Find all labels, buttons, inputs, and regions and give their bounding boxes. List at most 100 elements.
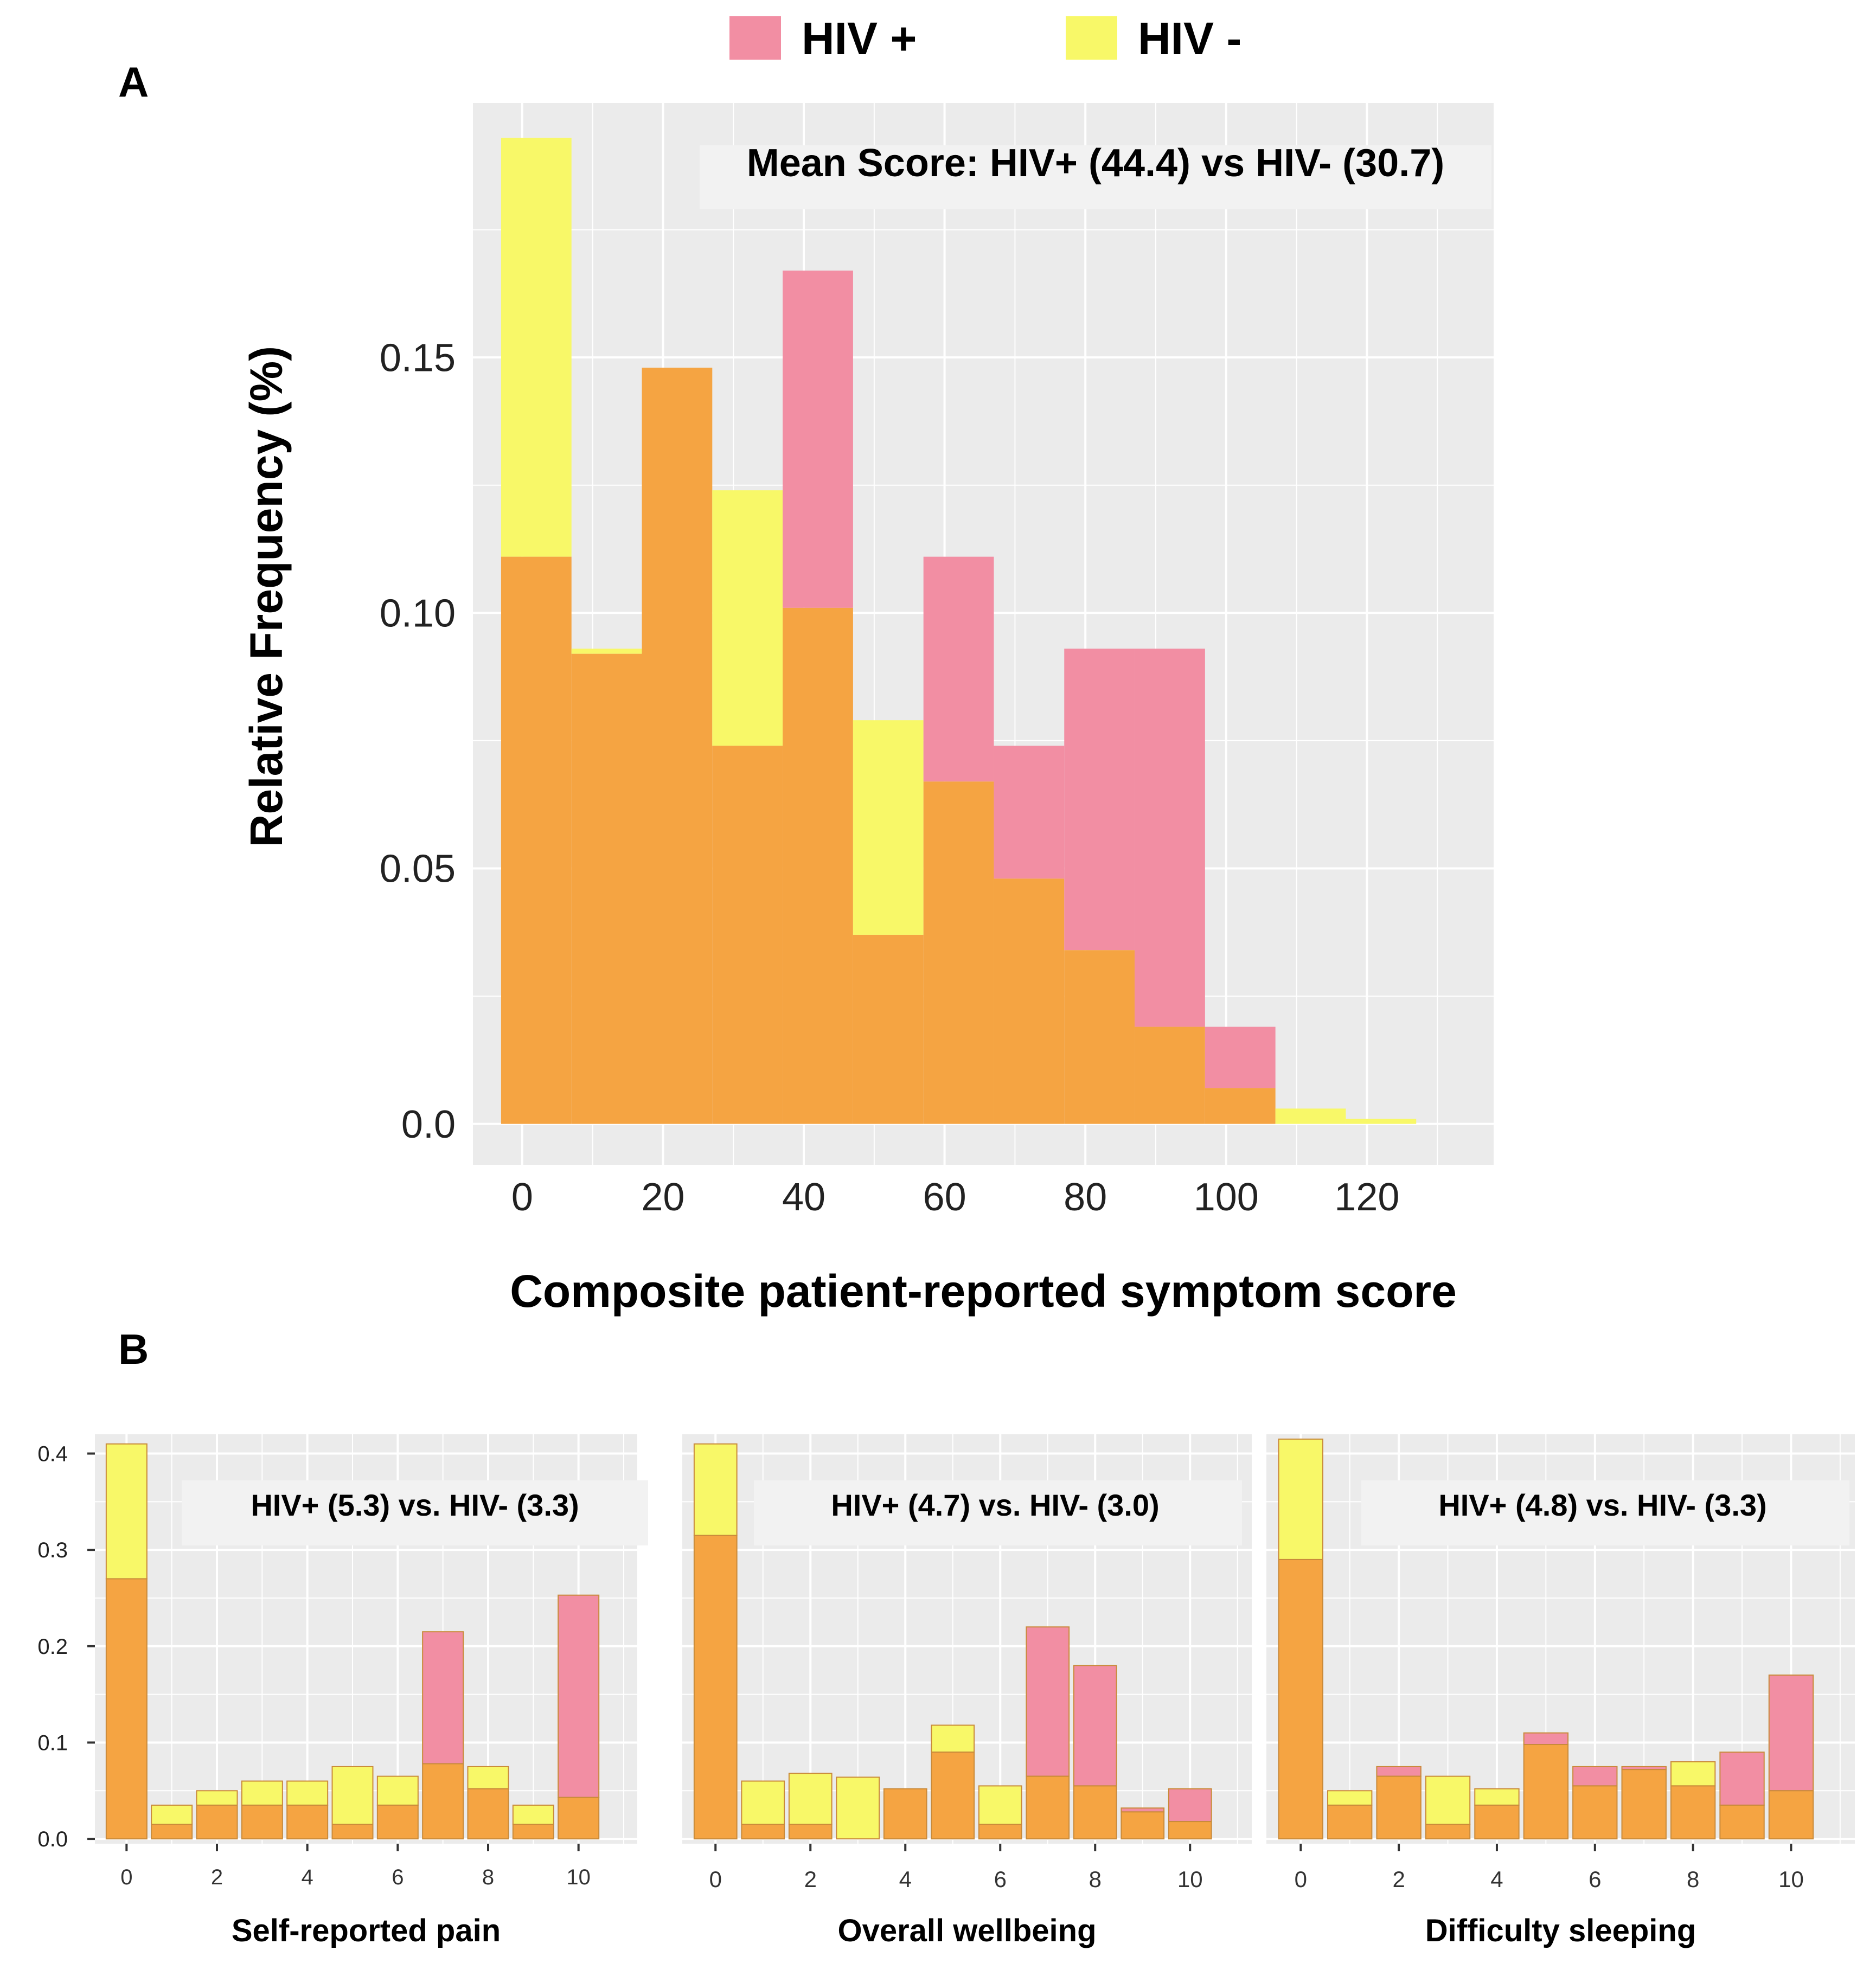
x-tick-label: 6 xyxy=(994,1866,1007,1892)
bar-hiv-neg xyxy=(853,720,924,935)
bar-hiv-neg xyxy=(1346,1119,1417,1124)
bar-overlap xyxy=(1719,1804,1765,1840)
bar-overlap xyxy=(923,781,994,1124)
annotation-box xyxy=(700,145,1491,209)
bar-hiv-pos xyxy=(783,270,853,608)
bar-overlap xyxy=(783,607,853,1124)
bar-hiv-pos xyxy=(1121,1807,1165,1813)
bar-hiv-neg xyxy=(331,1766,374,1825)
bar-hiv-pos xyxy=(422,1631,464,1765)
x-tick-label: 10 xyxy=(1177,1866,1203,1892)
bar-hiv-pos xyxy=(1523,1732,1569,1746)
bar-overlap xyxy=(1135,1027,1205,1124)
bar-overlap xyxy=(241,1804,283,1840)
bar-overlap xyxy=(853,934,924,1124)
bar-hiv-neg xyxy=(931,1724,975,1753)
bar-hiv-neg xyxy=(1670,1761,1716,1787)
bar-hiv-pos xyxy=(994,746,1065,879)
panel-label-b: B xyxy=(118,1325,149,1373)
bar-overlap xyxy=(571,653,642,1124)
bar-overlap xyxy=(1670,1785,1716,1840)
bar-overlap xyxy=(1376,1775,1422,1840)
bar-hiv-pos xyxy=(1073,1665,1117,1787)
bar-overlap xyxy=(286,1804,329,1840)
bar-overlap xyxy=(422,1763,464,1840)
y-tick-label: 0.4 xyxy=(37,1442,68,1466)
y-tick-label: 0.0 xyxy=(401,1103,456,1146)
bar-hiv-neg xyxy=(1327,1790,1373,1806)
bar-hiv-neg xyxy=(467,1766,509,1789)
legend-swatch-hiv-neg xyxy=(1066,16,1117,60)
bar-hiv-neg xyxy=(105,1443,148,1580)
bar-hiv-neg xyxy=(741,1780,785,1825)
x-tick-label: 0 xyxy=(511,1176,533,1219)
bar-hiv-neg xyxy=(712,490,783,746)
chart-self-reported-pain: HIV+ (5.3) vs. HIV- (3.3) 0 2 4 6 8 10 0.0 0.1 0.… xyxy=(37,1434,648,1948)
y-tick-label: 0.10 xyxy=(380,592,456,636)
bar-hiv-pos xyxy=(1719,1752,1765,1806)
y-tick-label: 0.1 xyxy=(37,1731,68,1755)
bar-hiv-neg xyxy=(501,137,572,557)
bar-overlap xyxy=(105,1578,148,1840)
y-tick-label: 0.05 xyxy=(380,848,456,891)
bar-overlap xyxy=(1205,1088,1276,1124)
bar-overlap xyxy=(642,368,713,1124)
x-tick-label: 4 xyxy=(1490,1866,1503,1892)
bar-overlap xyxy=(467,1788,509,1840)
annotation: HIV+ (4.8) vs. HIV- (3.3) xyxy=(1438,1488,1766,1522)
panel-label-a: A xyxy=(118,58,149,106)
y-tick-label: 0.0 xyxy=(37,1827,68,1851)
chart-composite-score: Mean Score: HIV+ (44.4) vs HIV- (30.7) 0 2… xyxy=(241,101,1494,1317)
x-tick-label: 8 xyxy=(482,1865,494,1889)
bar-overlap xyxy=(741,1824,785,1840)
bar-overlap xyxy=(1121,1811,1165,1840)
x-tick-label: 4 xyxy=(302,1865,313,1889)
x-tick-label: 6 xyxy=(1589,1866,1601,1892)
x-axis-label: Composite patient-reported symptom score xyxy=(510,1266,1457,1317)
bar-hiv-pos xyxy=(1572,1766,1618,1787)
bar-overlap xyxy=(693,1535,738,1840)
bar-overlap xyxy=(788,1824,833,1840)
bar-hiv-pos xyxy=(1376,1766,1422,1777)
annotation-box xyxy=(182,1480,648,1545)
bar-overlap xyxy=(1026,1775,1070,1840)
bar-hiv-pos xyxy=(923,556,994,782)
bar-overlap xyxy=(376,1804,419,1840)
bar-overlap xyxy=(994,878,1065,1124)
bar-overlap xyxy=(712,746,783,1124)
annotation: HIV+ (4.7) vs. HIV- (3.0) xyxy=(831,1488,1159,1522)
bar-hiv-pos xyxy=(1205,1027,1276,1088)
bar-overlap xyxy=(501,556,572,1124)
x-tick-label: 100 xyxy=(1194,1176,1259,1219)
bar-hiv-neg xyxy=(1275,1108,1346,1124)
bar-overlap xyxy=(512,1824,554,1840)
bar-hiv-neg xyxy=(1425,1775,1471,1825)
annotation-box xyxy=(754,1480,1242,1545)
bar-overlap xyxy=(558,1797,600,1840)
y-tick-label: 0.3 xyxy=(37,1538,68,1562)
x-tick-label: 120 xyxy=(1334,1176,1399,1219)
bar-hiv-neg xyxy=(376,1775,419,1806)
x-tick-label: 0 xyxy=(120,1865,132,1889)
bar-overlap xyxy=(1073,1785,1117,1840)
x-tick-label: 8 xyxy=(1089,1866,1102,1892)
legend-label-hiv-pos: HIV + xyxy=(802,13,917,64)
x-tick-label: 4 xyxy=(899,1866,912,1892)
bar-hiv-neg xyxy=(788,1773,833,1825)
bar-overlap xyxy=(1278,1558,1323,1840)
annotation: HIV+ (5.3) vs. HIV- (3.3) xyxy=(251,1488,579,1522)
bar-overlap xyxy=(883,1788,927,1840)
bar-overlap xyxy=(151,1824,193,1840)
bar-overlap xyxy=(1523,1744,1569,1840)
bar-hiv-neg xyxy=(1278,1438,1323,1560)
bar-hiv-neg xyxy=(151,1804,193,1825)
legend-label-hiv-neg: HIV - xyxy=(1138,13,1241,64)
bar-hiv-neg xyxy=(1474,1788,1520,1806)
x-tick-label: 0 xyxy=(1295,1866,1307,1892)
bar-hiv-neg xyxy=(571,649,642,654)
y-tick-label: 0.15 xyxy=(380,336,456,380)
x-tick-label: 80 xyxy=(1064,1176,1107,1219)
bar-overlap xyxy=(1768,1790,1814,1840)
bar-overlap xyxy=(331,1824,374,1840)
